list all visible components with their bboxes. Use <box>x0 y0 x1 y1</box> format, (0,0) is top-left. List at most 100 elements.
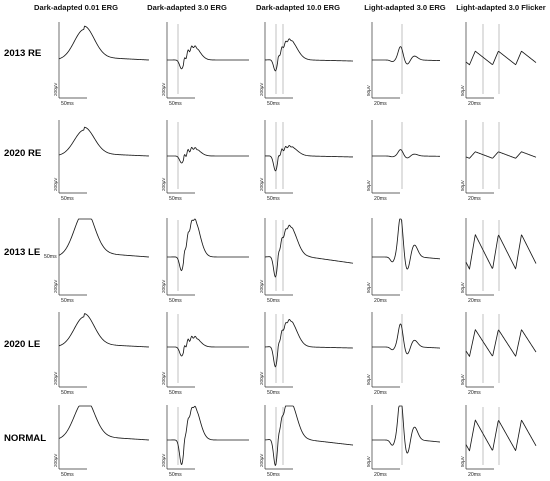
x-scale-label: 50ms <box>267 101 280 107</box>
x-scale-label: 50ms <box>169 472 182 478</box>
erg-trace <box>167 218 249 272</box>
y-scale-label: 200µV <box>53 279 58 293</box>
erg-trace <box>264 405 354 466</box>
column-title: Dark-adapted 10.0 ERG <box>256 3 340 12</box>
x-scale-label: 20ms <box>468 298 481 304</box>
y-scale-label: 50µV <box>460 179 465 191</box>
column-title: Dark-adapted 3.0 ERG <box>147 3 227 12</box>
erg-trace <box>465 50 537 66</box>
y-scale-label: 200µV <box>161 279 166 293</box>
erg-trace <box>372 323 441 355</box>
erg-trace <box>264 145 354 172</box>
y-scale-label: 200µV <box>161 371 166 385</box>
erg-trace <box>58 25 150 61</box>
y-scale-label: 200µV <box>161 177 166 191</box>
x-scale-label: 20ms <box>374 472 387 478</box>
y-scale-label: 50µV <box>460 373 465 385</box>
y-scale-label: 200µV <box>259 371 264 385</box>
y-scale-label: 200µV <box>259 279 264 293</box>
y-scale-label: 50µV <box>366 373 371 385</box>
x-scale-label: 50ms <box>169 298 182 304</box>
erg-trace <box>58 313 150 348</box>
row-label: NORMAL <box>4 433 46 444</box>
x-scale-label: 50ms <box>267 390 280 396</box>
row-label: 2013 LE <box>4 247 41 258</box>
x-scale-label: 20ms <box>374 390 387 396</box>
x-scale-label: 50ms <box>61 101 74 107</box>
y-scale-label: 200µV <box>161 453 166 467</box>
row-labels: 2013 RE 2020 RE 2013 LE 2020 LE NORMAL <box>4 48 46 444</box>
x-scale-label: 20ms <box>468 196 481 202</box>
x-scale-label: 50ms <box>61 390 74 396</box>
erg-trace <box>264 318 354 368</box>
x-scale-label: 20ms <box>468 472 481 478</box>
row-label: 2020 RE <box>4 148 42 159</box>
erg-trace <box>167 405 249 465</box>
x-scale-label: 20ms <box>374 196 387 202</box>
column-title: Dark-adapted 0.01 ERG <box>34 3 118 12</box>
erg-trace <box>372 218 441 270</box>
x-scale-label: 20ms <box>374 298 387 304</box>
erg-trace <box>465 419 537 452</box>
erg-trace <box>372 46 441 65</box>
x-scale-label: 50ms <box>267 196 280 202</box>
column-title: Light-adapted 3.0 Flicker <box>456 3 546 12</box>
y-scale-label: 50µV <box>366 281 371 293</box>
y-scale-label: 200µV <box>53 82 58 96</box>
y-scale-label: 50µV <box>366 455 371 467</box>
x-scale-label: 50ms <box>169 101 182 107</box>
x-scale-label: 50ms <box>267 472 280 478</box>
erg-trace <box>372 405 441 454</box>
y-scale-label: 200µV <box>53 371 58 385</box>
row-label: 2020 LE <box>4 339 41 350</box>
marker-time-label: 50ms <box>44 254 57 260</box>
erg-trace <box>167 335 249 357</box>
x-scale-label: 20ms <box>374 101 387 107</box>
column-titles: Dark-adapted 0.01 ERG Dark-adapted 3.0 E… <box>34 3 546 12</box>
y-scale-label: 200µV <box>53 453 58 467</box>
column-title: Light-adapted 3.0 ERG <box>364 3 446 12</box>
y-scale-label: 50µV <box>460 84 465 96</box>
erg-trace <box>264 224 354 278</box>
erg-trace <box>465 151 537 159</box>
x-scale-label: 50ms <box>169 390 182 396</box>
erg-panels: 200µV50ms200µV50ms200µV50ms200µV50ms200µ… <box>44 22 537 478</box>
y-scale-label: 50µV <box>366 179 371 191</box>
erg-trace <box>58 126 150 157</box>
row-label: 2013 RE <box>4 48 42 59</box>
x-scale-label: 20ms <box>468 390 481 396</box>
y-scale-label: 50µV <box>366 84 371 96</box>
erg-trace <box>372 149 441 159</box>
y-scale-label: 200µV <box>259 82 264 96</box>
x-scale-label: 20ms <box>468 101 481 107</box>
x-scale-label: 50ms <box>61 298 74 304</box>
erg-trace <box>58 405 150 441</box>
y-scale-label: 200µV <box>259 177 264 191</box>
erg-trace <box>465 234 537 270</box>
erg-trace <box>167 45 249 70</box>
x-scale-label: 50ms <box>61 196 74 202</box>
y-scale-label: 50µV <box>460 455 465 467</box>
